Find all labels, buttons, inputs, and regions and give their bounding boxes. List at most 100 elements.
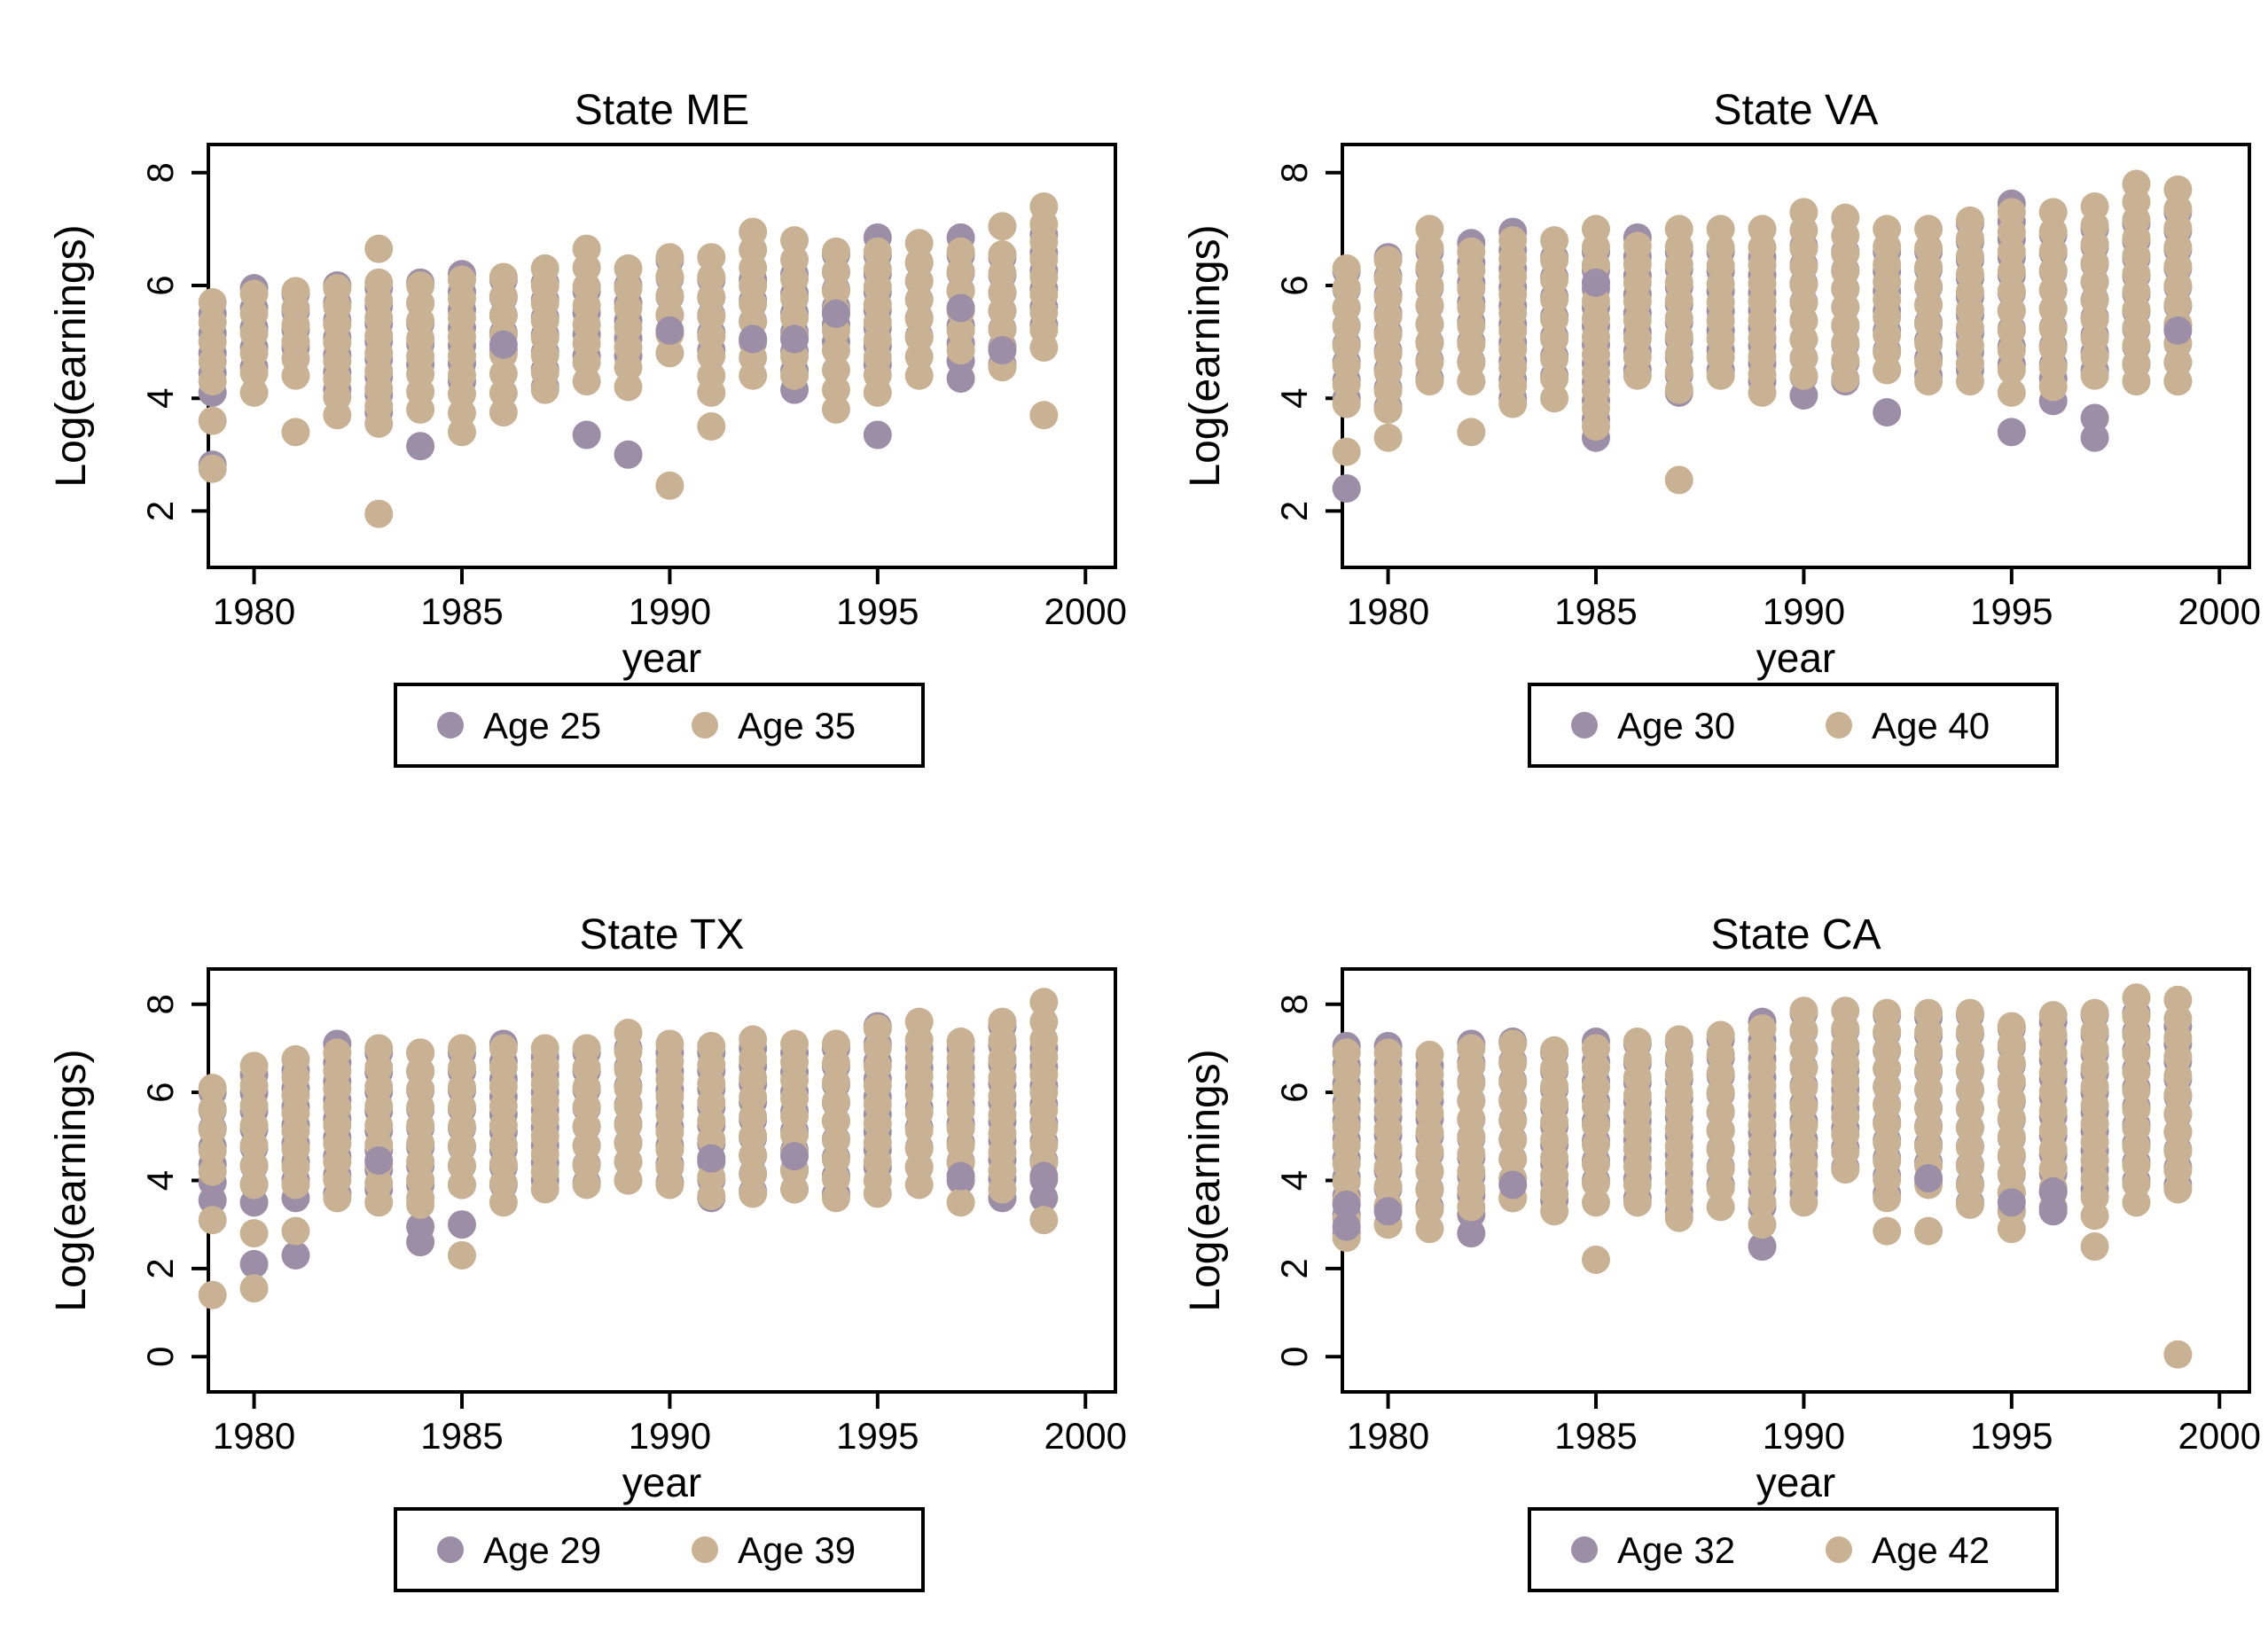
data-point — [2038, 198, 2068, 227]
x-tick-label: 1990 — [629, 1415, 711, 1457]
data-point — [863, 237, 892, 266]
data-point — [821, 395, 850, 424]
y-tick-label: 8 — [139, 994, 181, 1014]
data-point — [2038, 333, 2068, 363]
data-point — [572, 234, 601, 263]
y-tick-label: 2 — [139, 501, 181, 521]
data-point — [1498, 1170, 1528, 1200]
data-point — [2038, 353, 2068, 382]
data-point — [1415, 1040, 1444, 1069]
legend-label-series2: Age 39 — [738, 1529, 856, 1571]
data-point — [2122, 983, 2151, 1012]
data-point — [281, 1216, 310, 1246]
data-point — [614, 293, 643, 323]
data-point — [572, 1112, 601, 1141]
data-point — [2038, 217, 2068, 246]
data-points-layer — [1332, 983, 2193, 1369]
data-point — [1540, 363, 1569, 393]
data-point — [1706, 1020, 1735, 1050]
data-point — [1873, 998, 1902, 1028]
data-point — [239, 1130, 269, 1160]
data-point — [1914, 1164, 1943, 1193]
data-point — [739, 217, 768, 246]
data-point — [1540, 226, 1569, 255]
data-point — [946, 1027, 975, 1056]
legend-box — [1528, 1507, 2059, 1592]
data-point — [281, 277, 310, 306]
data-point — [697, 341, 726, 371]
data-point — [821, 277, 850, 306]
y-tick-label: 8 — [1273, 994, 1315, 1014]
data-point — [2038, 256, 2068, 285]
chart-panel-state-me: State ME 1980 1985 1990 1995 2000 2 4 6 8 year Log(… — [0, 0, 1134, 824]
data-point — [1664, 465, 1693, 495]
data-point — [572, 1151, 601, 1180]
chart-title: State ME — [575, 87, 749, 134]
data-point — [697, 378, 726, 407]
data-point — [1997, 1188, 2026, 1217]
data-point — [614, 353, 643, 382]
legend-marker-series1 — [1571, 1536, 1598, 1563]
y-tick-label: 0 — [1273, 1347, 1315, 1367]
x-tick-label: 1990 — [1763, 590, 1845, 632]
data-point — [1997, 1012, 2026, 1041]
data-point — [2038, 1176, 2068, 1206]
legend-label-series2: Age 35 — [738, 705, 856, 746]
data-point — [239, 1111, 269, 1140]
data-point — [1373, 423, 1403, 452]
data-point — [1748, 1232, 1777, 1262]
data-point — [739, 1025, 768, 1054]
data-point — [1540, 344, 1569, 373]
data-point — [198, 327, 227, 356]
data-point — [946, 336, 975, 365]
legend: Age 29 Age 39 — [394, 1507, 925, 1592]
data-point — [1373, 1038, 1403, 1067]
scatter-chart-state-va: State VA 1980 1985 1990 1995 2000 2 4 6 8 year Log(… — [1182, 87, 2261, 768]
data-point — [2038, 237, 2068, 266]
y-tick-label: 2 — [1273, 501, 1315, 521]
data-point — [697, 412, 726, 441]
data-point — [198, 1206, 227, 1235]
data-point — [821, 375, 850, 404]
data-point — [198, 1094, 227, 1123]
data-point — [364, 234, 394, 263]
data-point — [780, 1029, 809, 1059]
x-tick-label: 1995 — [836, 590, 919, 632]
data-point — [572, 1073, 601, 1102]
data-point — [239, 1051, 269, 1081]
data-point — [2080, 191, 2109, 221]
x-tick-label: 2000 — [1044, 590, 1127, 632]
data-point — [1498, 1029, 1528, 1059]
data-point — [821, 299, 850, 328]
data-point — [489, 262, 518, 292]
legend-label-series1: Age 32 — [1617, 1529, 1735, 1571]
data-point — [447, 265, 476, 294]
data-point — [364, 268, 394, 297]
y-tick-label: 2 — [1273, 1258, 1315, 1278]
data-point — [239, 1091, 269, 1121]
legend-marker-series1 — [437, 1536, 464, 1563]
data-point — [572, 1092, 601, 1121]
data-point — [572, 1034, 601, 1063]
y-tick-label: 6 — [1273, 275, 1315, 295]
data-point — [614, 1019, 643, 1048]
data-point — [821, 257, 850, 286]
data-point — [572, 420, 601, 449]
data-point — [1955, 206, 1984, 235]
y-tick-label: 4 — [139, 388, 181, 409]
data-point — [697, 1031, 726, 1060]
data-point — [406, 1228, 435, 1257]
data-point — [198, 454, 227, 483]
data-point — [447, 1092, 476, 1121]
data-point — [447, 1131, 476, 1161]
data-point — [697, 1144, 726, 1173]
legend-marker-series2 — [1826, 1536, 1852, 1563]
data-point — [697, 243, 726, 272]
data-point — [198, 308, 227, 337]
y-tick-label: 8 — [139, 162, 181, 183]
legend-marker-series1 — [1571, 712, 1598, 739]
data-point — [1540, 1036, 1569, 1065]
data-point — [1332, 437, 1361, 466]
y-tick-label: 0 — [139, 1347, 181, 1367]
